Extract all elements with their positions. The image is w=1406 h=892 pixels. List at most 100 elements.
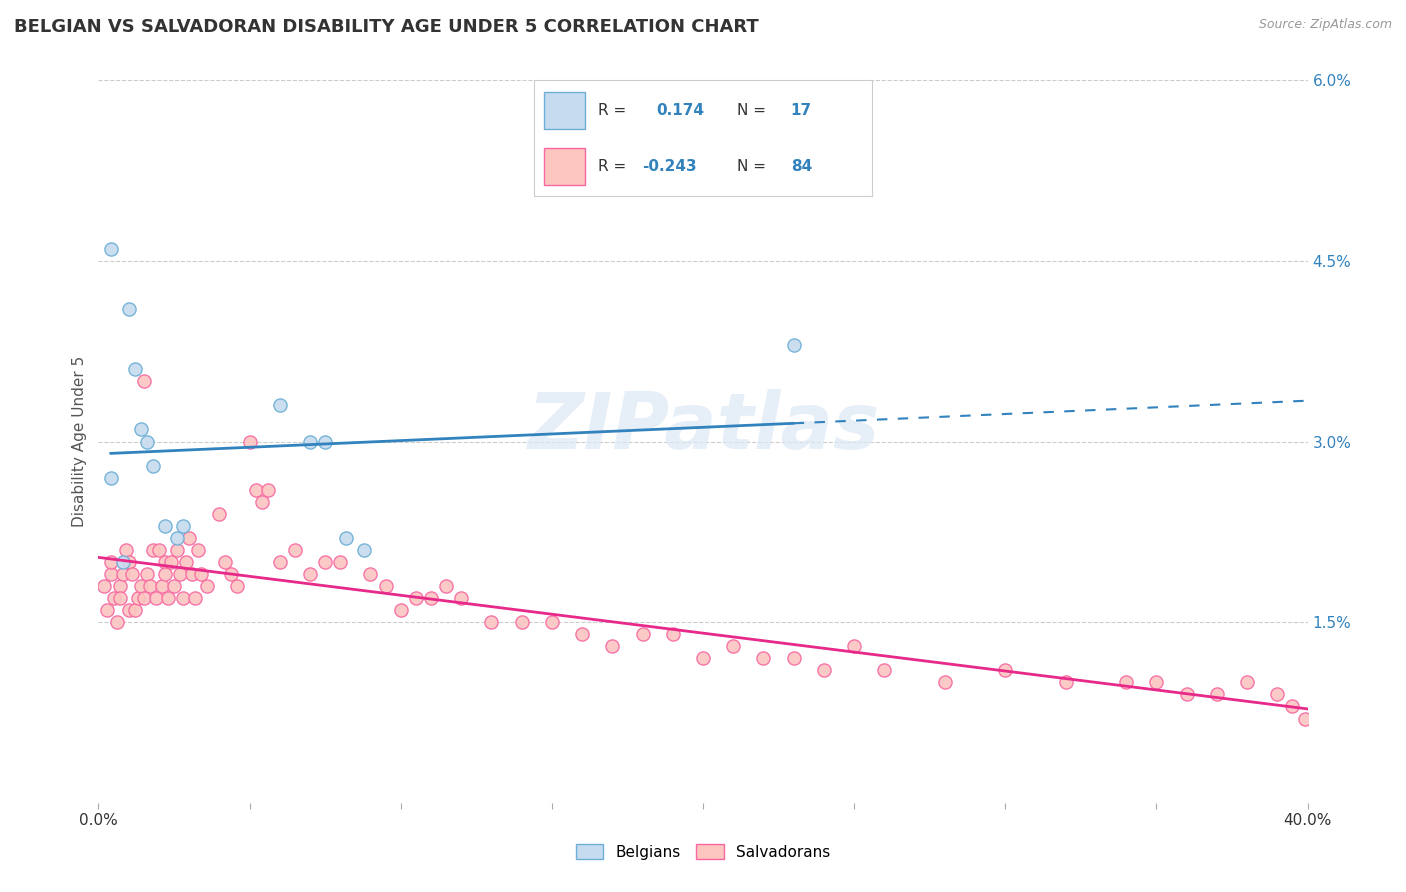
Point	[1294, 712, 1316, 726]
Point	[129, 579, 152, 593]
Text: 84: 84	[790, 159, 813, 174]
Point	[132, 374, 155, 388]
Point	[195, 579, 218, 593]
Point	[132, 591, 155, 605]
Point	[139, 579, 162, 593]
Point	[150, 579, 173, 593]
Point	[111, 555, 134, 569]
Point	[127, 591, 149, 605]
Point	[118, 301, 141, 317]
Point	[510, 615, 533, 630]
Point	[571, 627, 593, 641]
Point	[96, 603, 118, 617]
Point	[389, 603, 412, 617]
Text: BELGIAN VS SALVADORAN DISABILITY AGE UNDER 5 CORRELATION CHART: BELGIAN VS SALVADORAN DISABILITY AGE UND…	[14, 18, 759, 36]
Point	[434, 579, 457, 593]
Point	[783, 651, 806, 665]
Point	[129, 422, 152, 436]
Point	[1206, 687, 1229, 701]
Point	[250, 494, 273, 508]
Point	[374, 579, 396, 593]
Point	[226, 579, 249, 593]
Text: 0.174: 0.174	[655, 103, 704, 118]
Point	[405, 591, 427, 605]
Point	[172, 591, 194, 605]
Point	[111, 567, 134, 582]
Point	[1115, 675, 1137, 690]
Point	[314, 434, 336, 449]
Point	[813, 664, 835, 678]
Point	[142, 542, 165, 557]
Text: R =: R =	[599, 103, 627, 118]
Point	[190, 567, 212, 582]
Point	[145, 591, 167, 605]
Point	[103, 591, 125, 605]
Point	[160, 555, 183, 569]
Point	[118, 603, 141, 617]
Y-axis label: Disability Age Under 5: Disability Age Under 5	[72, 356, 87, 527]
Point	[208, 507, 231, 521]
Point	[299, 567, 322, 582]
Point	[661, 627, 683, 641]
Point	[179, 531, 201, 545]
Point	[181, 567, 204, 582]
Point	[450, 591, 472, 605]
Point	[269, 398, 291, 412]
Point	[214, 555, 236, 569]
Text: Source: ZipAtlas.com: Source: ZipAtlas.com	[1258, 18, 1392, 31]
Point	[934, 675, 956, 690]
Point	[153, 555, 176, 569]
Point	[118, 555, 141, 569]
Point	[360, 567, 382, 582]
Point	[994, 664, 1017, 678]
Point	[335, 531, 357, 545]
Point	[256, 483, 278, 497]
Point	[1267, 687, 1289, 701]
Point	[353, 542, 375, 557]
Point	[221, 567, 243, 582]
Point	[108, 591, 131, 605]
Point	[163, 579, 186, 593]
Point	[153, 518, 176, 533]
Point	[1175, 687, 1198, 701]
Point	[723, 639, 745, 653]
Text: R =: R =	[599, 159, 627, 174]
Text: -0.243: -0.243	[643, 159, 697, 174]
Point	[329, 555, 352, 569]
Point	[93, 579, 115, 593]
Point	[752, 651, 775, 665]
Bar	[544, 92, 585, 129]
Point	[105, 615, 128, 630]
Point	[148, 542, 170, 557]
Point	[100, 567, 122, 582]
Point	[481, 615, 503, 630]
Point	[184, 591, 207, 605]
Point	[135, 567, 157, 582]
Point	[100, 242, 122, 256]
Point	[692, 651, 714, 665]
Point	[100, 470, 122, 484]
Point	[142, 458, 165, 473]
Point	[166, 542, 188, 557]
Text: N =: N =	[737, 159, 766, 174]
Point	[153, 567, 176, 582]
Point	[135, 434, 157, 449]
Point	[420, 591, 443, 605]
Point	[124, 603, 146, 617]
Point	[1054, 675, 1077, 690]
Point	[269, 555, 291, 569]
Point	[156, 591, 179, 605]
Point	[783, 338, 806, 352]
Point	[174, 555, 197, 569]
Point	[631, 627, 654, 641]
Point	[124, 362, 146, 376]
Point	[844, 639, 866, 653]
Point	[1236, 675, 1258, 690]
Point	[169, 567, 191, 582]
Point	[187, 542, 209, 557]
Point	[1144, 675, 1167, 690]
Point	[172, 518, 194, 533]
Point	[540, 615, 562, 630]
Point	[114, 542, 136, 557]
Point	[100, 555, 122, 569]
